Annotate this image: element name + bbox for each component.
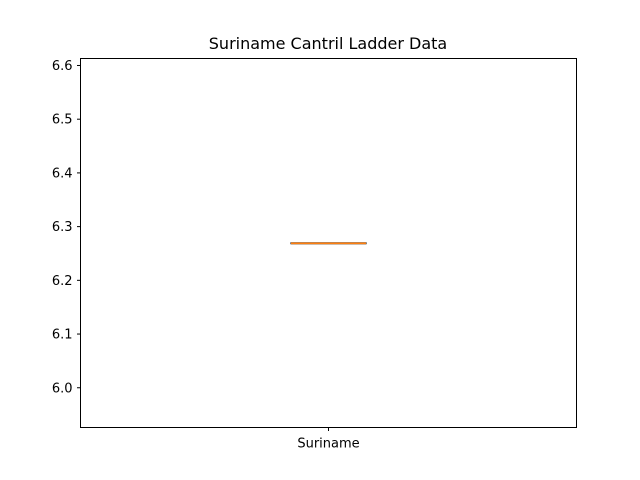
y-tick-label: 6.6 xyxy=(52,59,73,74)
x-tick-label: Suriname xyxy=(297,437,359,452)
y-tick-label: 6.1 xyxy=(52,328,73,343)
axes-frame xyxy=(80,58,577,428)
y-tick-label: 6.5 xyxy=(52,113,73,128)
y-tick-label: 6.2 xyxy=(52,274,73,289)
y-tick-label: 6.4 xyxy=(52,166,73,181)
y-tick-label: 6.0 xyxy=(52,381,73,396)
plot-area: 6.0 6.1 6.2 6.3 6.4 6.5 6.6 Suriname xyxy=(52,59,367,452)
chart-title: Suriname Cantril Ladder Data xyxy=(209,34,447,53)
y-tick-label: 6.3 xyxy=(52,220,73,235)
